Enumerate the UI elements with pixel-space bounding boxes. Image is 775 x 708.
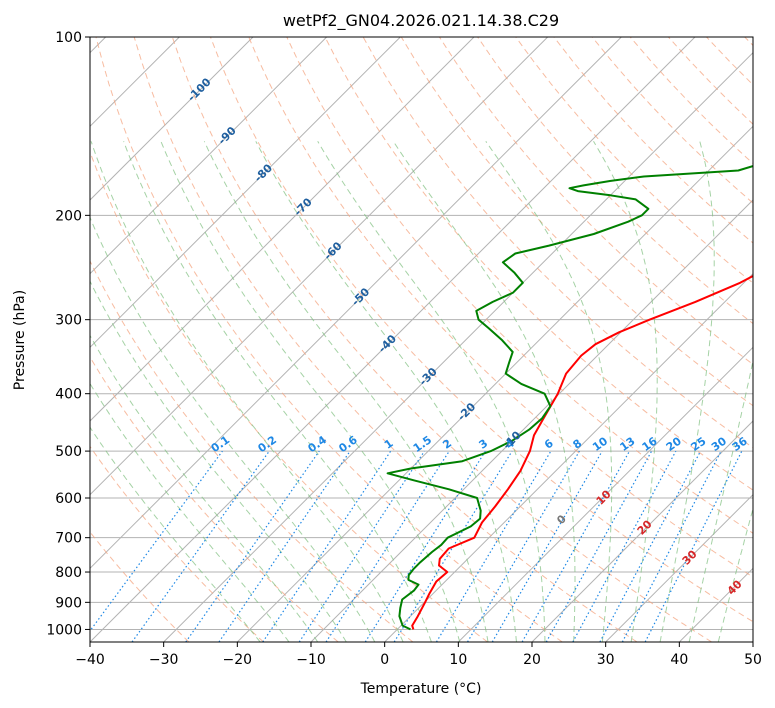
mixing-ratio-line xyxy=(435,450,552,642)
dry-adiabat-line xyxy=(286,37,753,534)
moist-adiabat-line xyxy=(160,141,461,642)
dry-adiabat-line xyxy=(248,37,753,578)
y-tick-label: 900 xyxy=(55,595,82,611)
x-axis-label: Temperature (°C) xyxy=(360,681,482,697)
moist-adiabat-line xyxy=(717,507,753,642)
isotherm-line xyxy=(384,272,753,642)
y-tick-label: 400 xyxy=(55,387,82,403)
moist-adiabat-line xyxy=(255,141,517,642)
x-tick-label: 10 xyxy=(449,652,467,668)
dewpoint-line xyxy=(386,165,753,631)
isotherm-line xyxy=(90,37,328,275)
dry-adiabat-line xyxy=(515,37,753,284)
moist-adiabat-line xyxy=(485,141,613,642)
x-tick-label: 20 xyxy=(523,652,541,668)
dry-adiabat-line xyxy=(95,37,563,642)
y-tick-label: 600 xyxy=(55,491,82,507)
dry-adiabat-line xyxy=(210,37,753,623)
isotherm-line xyxy=(605,493,753,642)
mixing-ratio-line xyxy=(545,450,653,642)
mixing-ratio-line xyxy=(466,450,580,642)
y-tick-label: 1000 xyxy=(46,622,82,638)
dry-adiabat-line xyxy=(171,37,712,642)
x-tick-label: −20 xyxy=(223,652,253,668)
moist-adiabat-line xyxy=(90,426,261,642)
isotherm-line xyxy=(236,125,753,642)
isotherm-line xyxy=(90,37,475,422)
y-axis-label: Pressure (hPa) xyxy=(12,290,28,390)
y-tick-label: 700 xyxy=(55,531,82,547)
isotherm-line xyxy=(531,420,753,642)
temperature-line xyxy=(411,274,753,630)
x-tick-label: −40 xyxy=(75,652,105,668)
isotherm-line xyxy=(90,37,254,201)
dry-adiabat-line xyxy=(90,445,264,642)
isotherm-line xyxy=(90,37,401,349)
x-axis: −40 −30 −20 −10 0 10 20 30 40 50 xyxy=(75,642,762,668)
x-tick-label: −10 xyxy=(296,652,326,668)
series-layer xyxy=(386,165,753,631)
moist-adiabat-line xyxy=(392,141,576,642)
moist-adiabat-line xyxy=(90,334,319,642)
plot-frame xyxy=(89,36,754,643)
y-axis: 100 200 300 400 500 600 700 800 900 1000 xyxy=(46,30,90,638)
moist-adiabat-line xyxy=(688,358,753,642)
mixing-ratio-line xyxy=(325,450,450,642)
isotherm-line xyxy=(163,51,753,642)
x-tick-label: 0 xyxy=(380,652,389,668)
mixing-ratio-line xyxy=(491,450,603,642)
mixing-ratio-line xyxy=(572,450,677,642)
moist-adiabat-line xyxy=(90,141,404,642)
moist-adiabat-line xyxy=(317,141,546,642)
y-tick-label: 500 xyxy=(55,444,82,460)
moist-adiabat-line xyxy=(90,382,290,642)
dry-adiabat-line xyxy=(90,356,339,642)
moist-adiabat-line xyxy=(203,141,489,642)
dry-adiabat-line xyxy=(90,259,414,642)
mixing-ratio-line xyxy=(185,450,320,642)
isotherm-line xyxy=(457,346,753,642)
moist-adiabat-line xyxy=(593,141,658,642)
x-tick-label: 40 xyxy=(670,652,688,668)
dry-adiabat-line xyxy=(324,37,753,491)
isotherm-line xyxy=(90,37,622,570)
y-tick-label: 100 xyxy=(55,30,82,46)
isotherm-line xyxy=(90,37,696,642)
mixing-ratio-line xyxy=(218,450,351,642)
y-tick-label: 300 xyxy=(55,313,82,329)
chart-title: wetPf2_GN04.2026.021.14.38.C29 xyxy=(283,11,559,31)
x-tick-label: 50 xyxy=(744,652,762,668)
y-tick-label: 800 xyxy=(55,565,82,581)
mixing-ratio-line xyxy=(364,450,486,642)
isotherm-line xyxy=(90,37,549,496)
plot-area xyxy=(90,37,753,642)
mixing-ratio-line xyxy=(521,450,631,642)
moist-adiabat-line xyxy=(123,141,432,642)
y-tick-label: 200 xyxy=(55,208,82,224)
x-tick-label: 30 xyxy=(597,652,615,668)
x-tick-label: −30 xyxy=(149,652,179,668)
moist-adiabat-line xyxy=(659,141,715,642)
moist-adiabat-line xyxy=(90,280,347,642)
